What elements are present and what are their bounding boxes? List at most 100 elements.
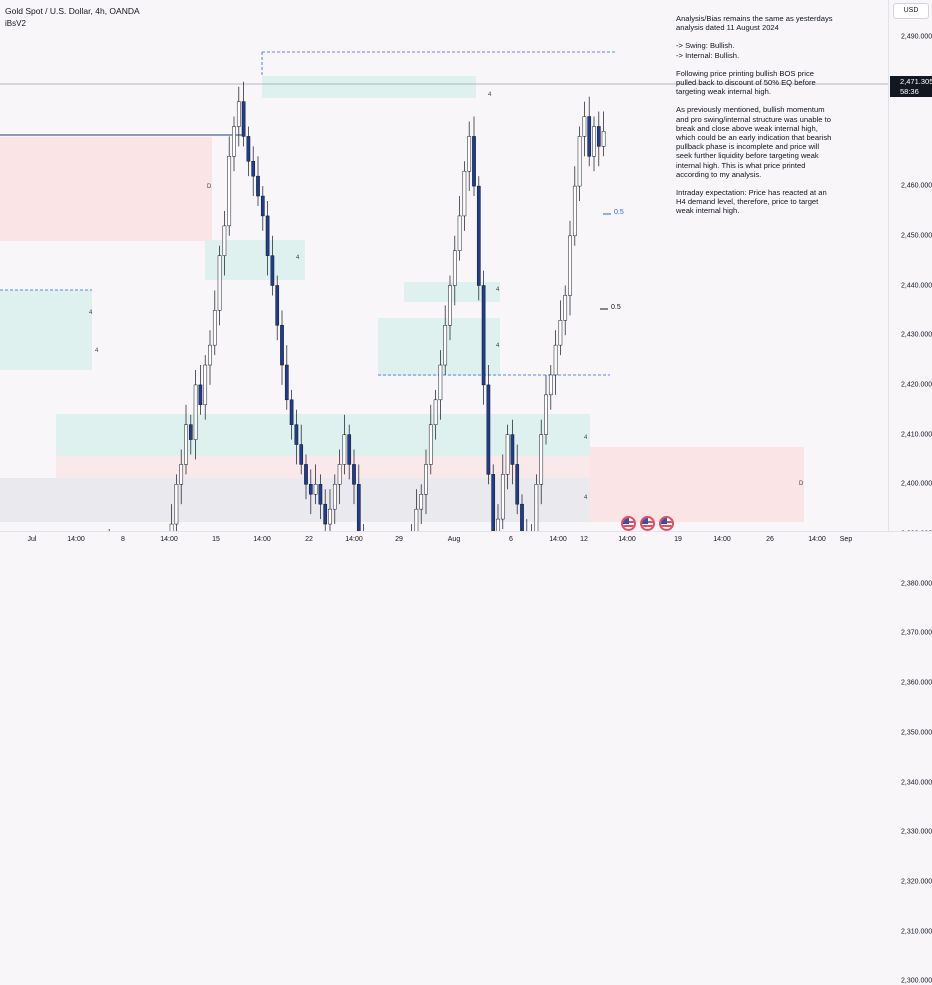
note-paragraph: As previously mentioned, bullish momentu… [676,105,832,179]
candle-body [179,464,184,485]
candle-body [323,503,328,525]
candle-body [496,518,500,531]
current-price-tag: 2,471.305 58:36 [890,76,932,97]
candle-body [241,101,246,137]
analysis-note[interactable]: Analysis/Bias remains the same as yester… [676,14,836,225]
supply-zone [590,447,804,522]
candle-body [308,484,313,495]
candle-body [424,464,428,495]
time-tick: 15 [212,536,220,543]
candle-body [318,484,323,505]
candle-body [534,484,539,531]
candle-body [270,255,275,286]
note-paragraph: Analysis/Bias remains the same as yester… [676,14,833,33]
candle-body [184,424,188,465]
candle-body [347,434,352,465]
candle-body [476,185,481,286]
zone-label-4: 4 [496,287,500,293]
price-tick: 2,330.000 [901,828,932,836]
price-axis[interactable]: USD 2,490.0002,480.0002,460.0002,450.000… [888,0,932,985]
candle-body [304,464,308,485]
candle-body [539,434,544,485]
time-axis[interactable]: Jul 14:00 8 14:00 15 14:00 22 14:00 29 Aug 6 14:00 1… [0,531,932,550]
time-tick: 14:00 [549,536,567,543]
candle-body [486,384,491,475]
price-tick: 2,310.000 [901,928,932,936]
candle-body [352,464,356,485]
candle-body [582,116,587,137]
candle-body [558,320,563,346]
us-flag-icon[interactable] [640,516,655,531]
candle-body [428,424,433,465]
candle-body [208,344,212,366]
candle-body [452,250,457,286]
candle-body [520,503,524,531]
candle-body [280,325,284,366]
demand-zone [0,290,92,370]
candle-body [457,215,462,251]
time-tick: 19 [674,536,682,543]
zone-label-4: 4 [496,343,500,349]
time-tick: 14:00 [67,536,85,543]
candle-body [251,161,256,177]
price-tick: 2,440.000 [901,282,932,289]
price-tick: 2,420.000 [901,381,932,389]
candle-body [515,464,520,505]
candle-body [265,215,270,256]
price-tick: 2,460.000 [901,182,932,190]
price-tick: 2,430.000 [901,331,932,339]
candle-body [275,285,280,326]
price-tick: 2,380.000 [901,580,932,588]
note-paragraph: -> Swing: Bullish. -> Internal: Bullish. [676,41,740,60]
us-flag-icon[interactable] [659,516,674,531]
time-tick: 14:00 [253,536,271,543]
time-tick: 22 [305,536,313,543]
us-flag-icon[interactable] [621,516,636,531]
time-tick: Jul [27,536,37,543]
candle-body [587,116,592,157]
indicator-label[interactable]: iBsV2 [5,19,26,28]
candle-body [414,508,419,531]
candle-body [227,156,232,227]
candle-body [342,434,347,465]
price-tick: 2,320.000 [901,878,932,886]
price-tick: 2,300.000 [901,977,932,985]
price-tick: 2,360.000 [901,679,932,687]
zone-label-4: 4 [584,495,588,501]
candle-body [232,126,236,157]
time-tick: 6 [509,536,513,543]
price-tick: 2,410.000 [901,431,932,439]
zone-label-d-bottom: D [799,481,804,487]
note-paragraph: Following price printing bullish BOS pri… [676,68,816,97]
symbol-title[interactable]: Gold Spot / U.S. Dollar, 4h, OANDA [5,6,140,16]
demand-zone [56,414,590,456]
candle-body [438,364,443,401]
candle-body [313,484,318,495]
candlestick-chart[interactable] [0,0,888,531]
candle-body [217,255,222,311]
price-tick: 2,340.000 [901,779,932,786]
candle-body [169,523,174,531]
candle-body [299,444,304,465]
time-tick: Sep [839,536,853,543]
demand-zone [205,240,305,280]
chart-area[interactable]: Gold Spot / U.S. Dollar, 4h, OANDA iBsV2… [0,0,888,531]
candle-body [491,474,496,531]
candle-body [260,195,265,217]
candle-body [203,364,208,406]
time-tick: 14:00 [618,536,636,543]
zone-label-4: 4 [296,255,300,261]
time-tick: 26 [766,536,774,543]
candle-body [356,484,361,531]
candle-body [222,225,227,256]
candle-body [601,131,606,147]
price-tick: 2,370.000 [901,629,932,637]
time-tick: 12 [580,536,588,543]
candle-body [246,136,251,162]
supply-zone [0,137,212,241]
candle-body [443,325,448,366]
demand-zone [262,76,476,98]
candle-body [193,384,198,440]
currency-button[interactable]: USD [893,3,929,19]
zone-label-4: 4 [89,310,93,316]
